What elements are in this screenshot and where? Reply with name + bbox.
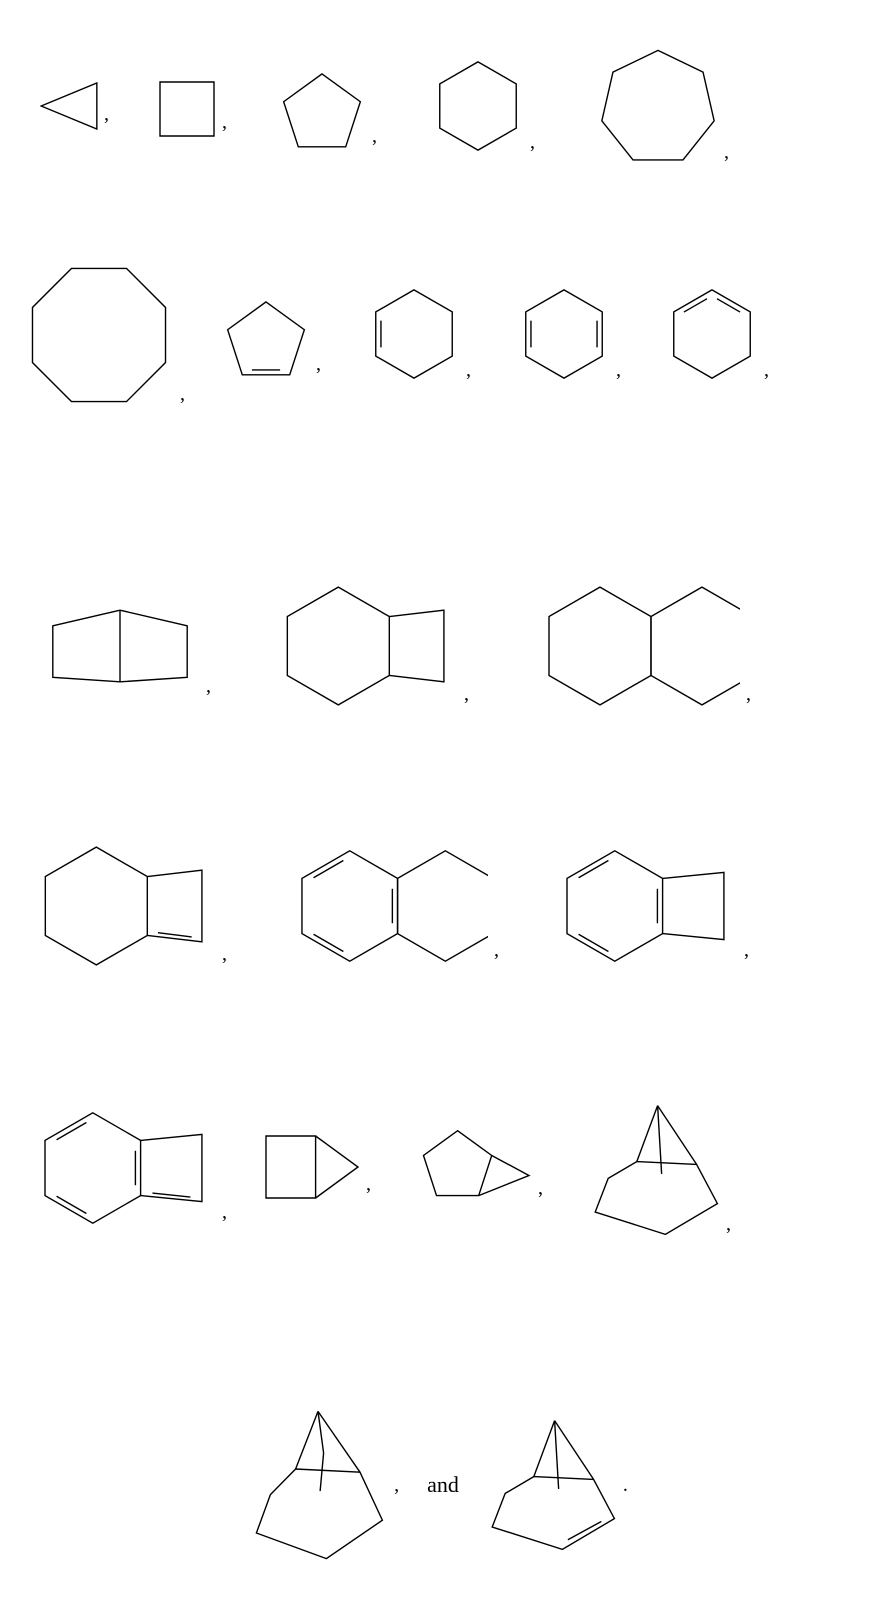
separator-comma: ,	[616, 360, 621, 380]
molecule	[666, 282, 758, 386]
separator-comma: ,	[464, 684, 469, 704]
separator-comma: ,	[222, 112, 227, 132]
diagram-cell: ,	[666, 282, 769, 386]
diagram-cell: ,	[432, 54, 535, 158]
molecule	[24, 260, 174, 410]
separator-comma: ,	[494, 940, 499, 960]
diagram-cell: ,	[278, 68, 377, 152]
diagram-cell: ,	[562, 846, 749, 966]
separator-comma: ,	[726, 1214, 731, 1234]
separator-comma: ,	[466, 360, 471, 380]
molecule	[158, 80, 216, 138]
molecule	[40, 1108, 216, 1228]
diagram-cell: ,	[24, 260, 185, 410]
diagram-row: ,,,,,	[0, 240, 876, 410]
diagram-cell: ,	[40, 1108, 227, 1228]
diagram-row: ,,,	[0, 560, 876, 710]
separator-comma: ,	[372, 126, 377, 146]
separator-comma: ,	[744, 940, 749, 960]
molecule	[264, 1134, 360, 1200]
molecule	[40, 590, 200, 702]
molecule	[40, 82, 98, 130]
separator-comma: ,	[394, 1475, 399, 1495]
diagram-cell: ,	[368, 282, 471, 386]
diagram-cell: ,	[40, 590, 211, 702]
molecule	[40, 842, 216, 970]
diagram-cell: ,	[282, 582, 469, 710]
separator-comma: ,	[746, 684, 751, 704]
diagram-cell: ,	[590, 1100, 731, 1240]
molecule	[432, 54, 524, 158]
diagram-row: ,,,	[0, 820, 876, 970]
diagram-cell: ,	[412, 1126, 543, 1204]
diagram-cell: ,	[40, 82, 109, 130]
separator-comma: ,	[530, 132, 535, 152]
separator-comma: ,	[104, 104, 109, 124]
separator-comma: ,	[316, 354, 321, 374]
diagram-cell: ,	[296, 846, 499, 966]
diagram-row: ,,,,	[0, 1080, 876, 1240]
separator-comma: ,	[538, 1178, 543, 1198]
diagram-last-row: , and .	[0, 1400, 876, 1570]
molecule	[540, 582, 740, 710]
molecule	[562, 846, 738, 966]
separator-comma: ,	[222, 1202, 227, 1222]
diagram-cell: ,	[598, 48, 729, 168]
molecule	[518, 282, 610, 386]
molecule	[598, 48, 718, 168]
terminal-period: .	[623, 1475, 628, 1495]
separator-comma: ,	[206, 676, 211, 696]
conjunction-and: and	[427, 1472, 459, 1498]
molecule	[248, 1405, 388, 1565]
molecule	[278, 68, 366, 152]
molecule	[487, 1415, 617, 1555]
diagram-cell: ,	[222, 296, 321, 380]
separator-comma: ,	[180, 384, 185, 404]
diagram-cell: ,	[264, 1134, 371, 1200]
diagram-cell: ,	[518, 282, 621, 386]
diagram-cell: ,	[158, 80, 227, 138]
molecule	[222, 296, 310, 380]
diagram-cell: ,	[540, 582, 751, 710]
separator-comma: ,	[222, 944, 227, 964]
molecule	[590, 1100, 720, 1240]
diagram-row: ,,,,,	[0, 28, 876, 168]
separator-comma: ,	[764, 360, 769, 380]
molecule	[368, 282, 460, 386]
separator-comma: ,	[366, 1174, 371, 1194]
diagram-cell: ,	[40, 842, 227, 970]
separator-comma: ,	[724, 142, 729, 162]
molecule	[296, 846, 488, 966]
chemistry-diagram: ,,,,,,,,,,,,,,,,,,,, , and .	[0, 0, 876, 1617]
molecule	[282, 582, 458, 710]
molecule	[412, 1126, 532, 1204]
